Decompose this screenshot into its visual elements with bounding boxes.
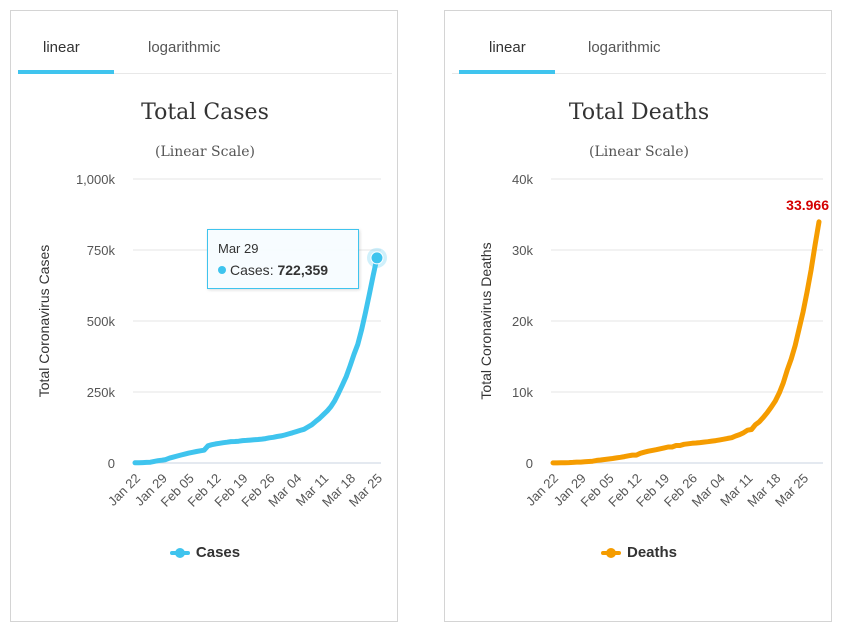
chart-title: Total Cases xyxy=(141,100,269,125)
legend-label-deaths: Deaths xyxy=(626,544,678,561)
chart-subtitle: (Linear Scale) xyxy=(155,144,255,160)
total-deaths-panel: linear logarithmic Total Deaths (Linear S… xyxy=(444,10,832,622)
series-line-deaths xyxy=(550,219,822,466)
total-deaths-chart: Total Deaths (Linear Scale) 0 10k 20k 30k 40k T… xyxy=(478,100,831,510)
tab-linear[interactable]: linear xyxy=(43,39,80,56)
total-cases-chart: Total Cases (Linear Scale) 0 250k 500k 750k 1,… xyxy=(36,100,387,510)
data-tooltip: Mar 29 Cases: 722,359 xyxy=(207,229,359,289)
legend-label-cases: Cases xyxy=(195,544,241,561)
tooltip-series-dot xyxy=(218,266,226,274)
chart-legend[interactable]: Cases xyxy=(11,544,399,561)
hover-point xyxy=(370,251,384,265)
tab-logarithmic[interactable]: logarithmic xyxy=(148,39,221,56)
y-tick-label: 10k xyxy=(512,385,533,400)
chart-title: Total Deaths xyxy=(569,100,709,125)
tooltip-row: Cases: 722,359 xyxy=(218,262,328,278)
scale-tabs: linear logarithmic xyxy=(452,11,826,74)
chart-legend[interactable]: Deaths xyxy=(445,544,833,561)
tab-linear[interactable]: linear xyxy=(489,39,526,56)
y-tick-label: 20k xyxy=(512,314,533,329)
tooltip-series-name: Cases xyxy=(230,262,270,278)
y-tick-label: 1,000k xyxy=(76,172,116,187)
y-axis-title: Total Coronavirus Deaths xyxy=(478,242,494,399)
y-tick-label: 500k xyxy=(87,314,116,329)
series-line-cases xyxy=(132,255,380,466)
end-value-label: 33.966 xyxy=(786,197,829,213)
scale-tabs: linear logarithmic xyxy=(18,11,392,74)
y-axis-title: Total Coronavirus Cases xyxy=(36,245,52,398)
y-tick-label: 750k xyxy=(87,243,116,258)
legend-series-marker xyxy=(169,548,190,559)
active-tab-indicator xyxy=(18,70,114,74)
active-tab-indicator xyxy=(459,70,555,74)
y-tick-label: 0 xyxy=(526,456,533,471)
tooltip-value: 722,359 xyxy=(277,262,329,278)
y-tick-label: 0 xyxy=(108,456,115,471)
y-tick-label: 30k xyxy=(512,243,533,258)
total-cases-panel: linear logarithmic Total Cases (Linear Sc… xyxy=(10,10,398,622)
y-tick-label: 250k xyxy=(87,385,116,400)
y-tick-label: 40k xyxy=(512,172,533,187)
legend-series-marker xyxy=(600,548,621,559)
chart-subtitle: (Linear Scale) xyxy=(589,144,689,160)
tab-logarithmic[interactable]: logarithmic xyxy=(588,39,661,56)
tooltip-date: Mar 29 xyxy=(218,241,259,256)
